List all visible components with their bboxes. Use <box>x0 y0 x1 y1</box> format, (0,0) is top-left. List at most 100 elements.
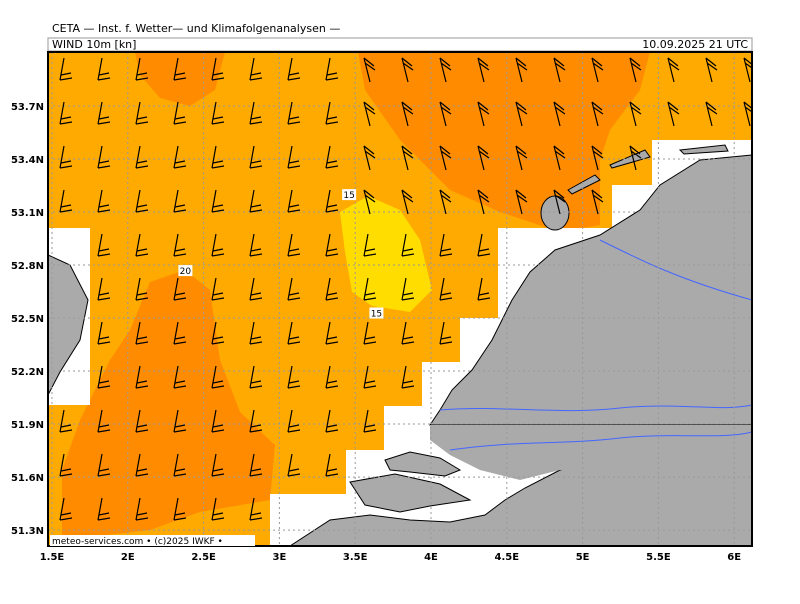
wind-barb <box>401 277 415 301</box>
wind-barb <box>97 277 111 301</box>
island <box>678 144 729 155</box>
contour-label-box <box>178 265 193 277</box>
wind-barb <box>439 57 452 83</box>
wind-barb <box>553 57 566 83</box>
wind-barb <box>705 57 718 83</box>
wind-barb <box>287 233 301 257</box>
wind-barb <box>211 497 225 521</box>
wind-barb <box>173 497 187 521</box>
wind-barb <box>401 57 414 83</box>
wind-barb <box>439 189 452 215</box>
lat-tick-label: 53.1N <box>11 208 44 219</box>
wind-barb <box>59 101 73 125</box>
wind-barb <box>135 57 149 81</box>
wind-barb <box>249 453 263 477</box>
wind-barb <box>173 145 187 169</box>
lat-tick-label: 51.3N <box>11 526 44 537</box>
wind-barb <box>629 145 642 171</box>
wind-barb <box>135 233 149 257</box>
lat-tick-label: 52.2N <box>11 367 44 378</box>
wind-barb <box>135 145 149 169</box>
credit-box <box>50 535 255 546</box>
credit: meteo-services.com • (c)2025 IWKF • <box>52 537 223 547</box>
wind-barb <box>325 409 339 433</box>
wind-barb <box>515 145 528 171</box>
wind-barb <box>173 233 187 257</box>
lon-tick-label: 1.5E <box>40 552 65 563</box>
wind-barb <box>325 321 339 345</box>
wind-barb <box>515 101 528 127</box>
wind-barb <box>477 189 490 215</box>
wind-barb <box>211 57 225 81</box>
wind-barb <box>97 189 111 213</box>
wind-barb <box>401 145 414 171</box>
wind-barb <box>97 365 111 389</box>
wind-barb <box>667 101 680 127</box>
wind-barb <box>287 409 301 433</box>
wind-barb <box>59 145 73 169</box>
land <box>429 154 752 426</box>
island <box>540 195 570 231</box>
island <box>567 174 601 195</box>
wind-barb <box>287 365 301 389</box>
wind-barb <box>363 233 377 257</box>
wind-barb <box>135 189 149 213</box>
wind-barb <box>249 233 263 257</box>
wind-barb <box>287 321 301 345</box>
wind-barb <box>135 365 149 389</box>
wind-barb <box>97 101 111 125</box>
wind-barb <box>325 57 339 81</box>
wind-barb <box>97 453 111 477</box>
wind-barb <box>59 57 73 81</box>
wind-barb <box>325 145 339 169</box>
wind-barb <box>135 321 149 345</box>
wind-barb <box>439 277 453 301</box>
wind-barb <box>477 277 491 301</box>
wind-barb <box>363 277 377 301</box>
contour-label-box <box>369 307 384 319</box>
wind-barb <box>629 57 642 83</box>
wind-barb <box>363 409 377 433</box>
land <box>349 473 472 513</box>
lon-tick-label: 6E <box>727 552 741 563</box>
wind-barb <box>325 365 339 389</box>
wind-barb <box>249 57 263 81</box>
wind-barb <box>249 497 263 521</box>
wind-barb <box>287 189 301 213</box>
wind-barb <box>401 233 415 257</box>
graticule <box>48 52 752 546</box>
institute-title: CETA — Inst. f. Wetter— und Klimafolgena… <box>52 22 340 35</box>
wind-barb <box>211 365 225 389</box>
wind-barb <box>363 321 377 345</box>
wind-barb <box>173 101 187 125</box>
wind-barb <box>363 145 376 171</box>
wind-barb <box>743 57 752 83</box>
wind-barb <box>705 101 718 127</box>
lon-tick-label: 2E <box>121 552 135 563</box>
lon-tick-label: 4E <box>424 552 438 563</box>
wind-barb <box>401 101 414 127</box>
wind-barb <box>515 189 528 215</box>
wind-zone <box>62 270 275 540</box>
wind-barb <box>211 409 225 433</box>
lon-tick-label: 3E <box>273 552 287 563</box>
contour-label: 15 <box>371 310 382 320</box>
wind-barb <box>135 497 149 521</box>
wind-barb <box>173 189 187 213</box>
wind-barb <box>591 145 604 171</box>
wind-barb <box>325 453 339 477</box>
lat-tick-label: 51.6N <box>11 473 44 484</box>
lat-tick-label: 53.4N <box>11 155 44 166</box>
wind-barb <box>135 277 149 301</box>
wind-barb <box>211 321 225 345</box>
wind-barb <box>135 101 149 125</box>
wind-barb <box>287 453 301 477</box>
contour-label: 15 <box>343 191 354 201</box>
lon-tick-label: 3.5E <box>343 552 368 563</box>
wind-barb <box>363 57 376 83</box>
valid-time: 10.09.2025 21 UTC <box>642 38 748 51</box>
lon-tick-label: 2.5E <box>191 552 216 563</box>
wind-barb <box>629 101 642 127</box>
wind-barb <box>211 233 225 257</box>
